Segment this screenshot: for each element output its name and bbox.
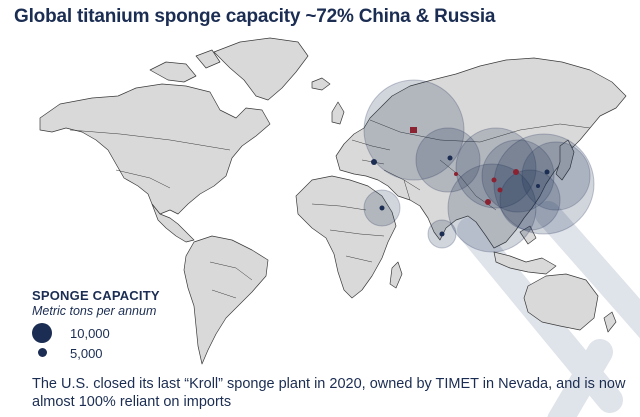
page-title: Global titanium sponge capacity ~72% Chi…: [14, 6, 496, 27]
plant-dot-saudi-arabia: [379, 205, 385, 211]
plant-dot-ukraine: [371, 159, 377, 165]
footnote: The U.S. closed its last “Kroll” sponge …: [32, 376, 626, 410]
plant-marker-north-china: [491, 177, 497, 183]
capacity-bubble-central-china: [481, 139, 555, 213]
border-south-america: [209, 261, 253, 299]
capacity-bubble-kazakhstan: [415, 127, 481, 193]
legend-dot-large: [32, 323, 52, 343]
border-us-mexico: [115, 169, 171, 189]
legend-label-large: 10,000: [70, 326, 110, 341]
land-greenland: [213, 37, 309, 101]
plant-marker-russia: [410, 127, 417, 133]
land: [39, 37, 627, 365]
land-japan: [555, 139, 575, 181]
plant-marker-west-china: [454, 172, 458, 176]
land-madagascar: [389, 261, 403, 289]
border-russia-south: [369, 119, 591, 143]
capacity-bubble-southwest-china: [447, 163, 537, 253]
decor-band-1: [535, 201, 640, 339]
border-us-canada: [69, 129, 231, 151]
decor-band-3: [547, 339, 613, 417]
plant-dot-kazakhstan: [447, 155, 453, 161]
legend-dot-small: [38, 348, 47, 357]
land-africa: [295, 175, 397, 299]
plant-dots: [371, 155, 550, 237]
legend-title: SPONGE CAPACITY: [32, 288, 160, 303]
plant-dot-japan: [544, 169, 550, 175]
plant-dot-east-china: [536, 184, 540, 188]
capacity-bubbles: [363, 79, 595, 253]
border-africa: [311, 203, 385, 263]
land-arctic-islands: [149, 49, 221, 83]
capacity-bubble-north-china: [455, 127, 537, 209]
capacity-bubble-china: [499, 169, 561, 231]
capacity-bubble-japan: [521, 141, 591, 211]
border-middle-east: [383, 169, 421, 201]
plant-marker-northeast-china: [513, 169, 519, 175]
plant-marker-southwest-china: [485, 199, 491, 205]
land-central-america: [151, 203, 195, 243]
plant-dot-india: [439, 231, 445, 237]
land-uk: [331, 101, 345, 125]
land-new-zealand: [603, 311, 617, 333]
capacity-bubble-northeast-china: [493, 133, 595, 235]
land-south-america: [183, 235, 269, 365]
land-southeast-asia-islands: [493, 225, 557, 275]
legend: SPONGE CAPACITY Metric tons per annum: [32, 288, 160, 318]
land-north-america: [39, 83, 271, 215]
legend-subtitle: Metric tons per annum: [32, 304, 157, 318]
legend-label-small: 5,000: [70, 346, 103, 361]
land-australia: [523, 273, 599, 331]
country-borders: [69, 119, 591, 299]
plant-markers: [410, 127, 519, 205]
land-iceland: [311, 77, 331, 91]
plant-marker-central-china: [497, 187, 503, 193]
